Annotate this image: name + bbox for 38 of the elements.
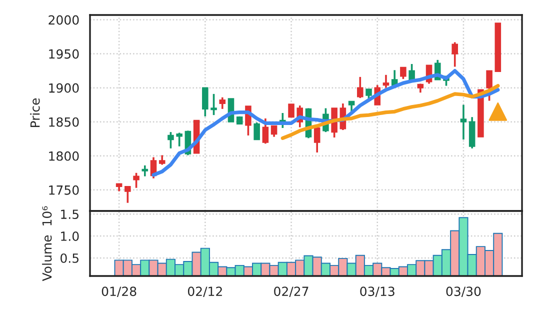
y-axis-title: Volume 10⁶ (42, 206, 52, 282)
candlestick (270, 125, 278, 138)
candlestick (168, 131, 174, 150)
y-tick-label: 1750 (49, 185, 79, 195)
y-tick-label: 1850 (49, 117, 79, 127)
y-tick-label: 1900 (49, 83, 79, 93)
x-tick-label: 01/28 (102, 286, 136, 298)
candlestick (142, 164, 148, 178)
candlestick (357, 76, 364, 99)
candlestick (460, 104, 467, 140)
candlestick (202, 86, 208, 118)
candlestick (348, 100, 355, 114)
y-axis-title: Price (30, 98, 40, 128)
y-tick-label: 2000 (48, 15, 79, 25)
x-tick-label: 03/13 (360, 286, 394, 298)
candlestick (314, 127, 320, 154)
candlestick (382, 74, 390, 89)
y-tick-label: 1950 (49, 49, 79, 59)
candlestick (124, 186, 131, 204)
x-tick-label: 03/30 (446, 286, 481, 298)
candlestick (288, 104, 294, 118)
candlestick (452, 41, 458, 68)
x-tick-label: 02/12 (188, 286, 222, 298)
line-series (280, 84, 500, 140)
x-tick-label: 02/27 (274, 286, 308, 298)
candlestick (254, 122, 260, 140)
candlestick (210, 93, 217, 116)
y-tick-label: 0.5 (60, 253, 78, 263)
candlestick (486, 70, 492, 102)
candlestick (400, 66, 406, 80)
y-tick-label: 1.5 (61, 210, 78, 220)
candlestick (262, 118, 269, 145)
y-tick-label: 1.0 (61, 232, 79, 241)
candlestick (133, 172, 140, 189)
y-tick-label: 1800 (49, 151, 79, 161)
candlestick (158, 154, 166, 166)
candlestick (176, 132, 182, 148)
candlestick (219, 96, 226, 110)
